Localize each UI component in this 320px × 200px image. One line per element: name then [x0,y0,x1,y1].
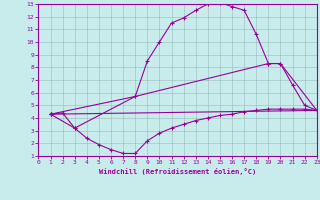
X-axis label: Windchill (Refroidissement éolien,°C): Windchill (Refroidissement éolien,°C) [99,168,256,175]
